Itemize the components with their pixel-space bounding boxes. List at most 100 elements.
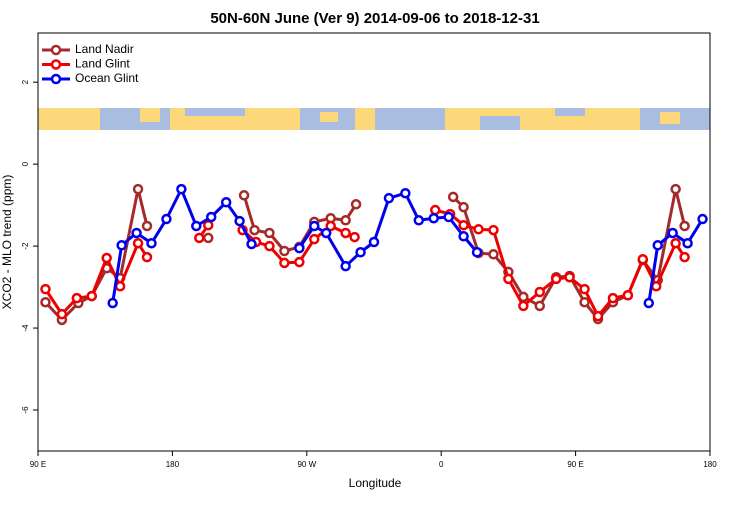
data-point (458, 219, 469, 231)
data-point (534, 300, 546, 312)
data-point (116, 240, 127, 251)
data-point (667, 227, 678, 239)
data-point (534, 286, 546, 298)
x-tick-label: 180 (166, 460, 180, 469)
x-tick-label: 0 (439, 460, 444, 469)
data-point (637, 253, 649, 265)
data-point (320, 227, 332, 239)
y-tick-label: 0 (21, 161, 30, 166)
data-point (205, 211, 217, 223)
data-point (191, 220, 202, 232)
legend-marker (50, 73, 62, 85)
data-point (279, 245, 290, 257)
data-point (141, 220, 153, 232)
data-point (340, 227, 351, 239)
legend-marker (50, 59, 62, 70)
legend-label: Ocean Glint (75, 71, 139, 85)
x-tick-label: 90 W (297, 460, 316, 469)
data-point (238, 190, 250, 201)
data-point (650, 281, 662, 292)
x-tick-label: 90 E (567, 460, 583, 469)
data-point (652, 240, 663, 251)
data-point (383, 192, 395, 204)
chart-title: 50N-60N June (Ver 9) 2014-09-06 to 2018-… (210, 10, 539, 27)
data-point (471, 246, 483, 258)
data-point (428, 212, 439, 224)
data-point (86, 290, 98, 302)
data-point (202, 232, 214, 244)
data-point (458, 231, 469, 242)
legend-marker (50, 44, 62, 56)
data-point (447, 191, 459, 203)
map-strip (38, 108, 710, 130)
data-point (579, 283, 590, 295)
data-point (40, 296, 51, 308)
data-point (161, 213, 172, 225)
x-tick-label: 180 (703, 460, 717, 469)
data-point (234, 215, 245, 227)
data-point (176, 183, 187, 195)
data-point (279, 257, 290, 269)
data-point (146, 237, 157, 249)
data-point (141, 251, 153, 263)
data-point (400, 187, 411, 199)
data-point (132, 237, 144, 249)
y-tick-label: 2 (21, 79, 30, 84)
data-point (131, 227, 142, 239)
legend-label: Land Glint (75, 57, 130, 71)
data-point (220, 196, 232, 208)
y-tick-label: -2 (21, 242, 30, 250)
data-point (488, 249, 499, 260)
data-point (670, 237, 681, 249)
data-point (309, 233, 320, 245)
y-axis-label: XCO2 - MLO trend (ppm) (0, 175, 14, 310)
data-point (249, 224, 260, 236)
x-axis-label: Longitude (349, 476, 402, 490)
data-point (325, 220, 336, 232)
data-point (246, 238, 257, 250)
data-point (107, 297, 118, 309)
y-tick-label: -6 (21, 406, 30, 414)
data-point (264, 227, 275, 239)
data-point (132, 183, 144, 195)
data-point (350, 199, 362, 210)
data-point (607, 292, 619, 304)
data-point (592, 310, 604, 322)
data-point (550, 273, 562, 285)
data-point (264, 240, 275, 252)
data-point (579, 296, 590, 308)
data-point (340, 260, 351, 272)
data-point (294, 256, 305, 268)
data-point (679, 251, 690, 263)
x-tick-label: 90 E (30, 460, 46, 469)
data-point (71, 292, 83, 304)
data-point (294, 242, 305, 254)
data-point (340, 215, 351, 226)
data-point (443, 211, 454, 223)
data-point (473, 224, 484, 235)
data-point (368, 236, 380, 248)
data-point (643, 297, 655, 309)
data-point (429, 204, 441, 216)
legend-label: Land Nadir (75, 42, 134, 56)
data-point (503, 273, 514, 285)
data-point (194, 232, 205, 244)
data-point (682, 237, 693, 249)
data-point (564, 271, 575, 283)
data-point (670, 183, 681, 195)
data-point (355, 246, 366, 258)
data-point (697, 213, 708, 225)
series-line (44, 208, 686, 318)
y-tick-label: -4 (21, 324, 30, 332)
data-point (518, 300, 529, 312)
data-point (101, 252, 112, 264)
data-point (309, 220, 320, 232)
data-point (488, 224, 499, 236)
data-point (202, 219, 214, 231)
data-point (40, 283, 51, 295)
data-point (622, 290, 634, 301)
data-point (679, 220, 690, 232)
data-point (56, 308, 68, 320)
plot-frame (37, 32, 711, 452)
